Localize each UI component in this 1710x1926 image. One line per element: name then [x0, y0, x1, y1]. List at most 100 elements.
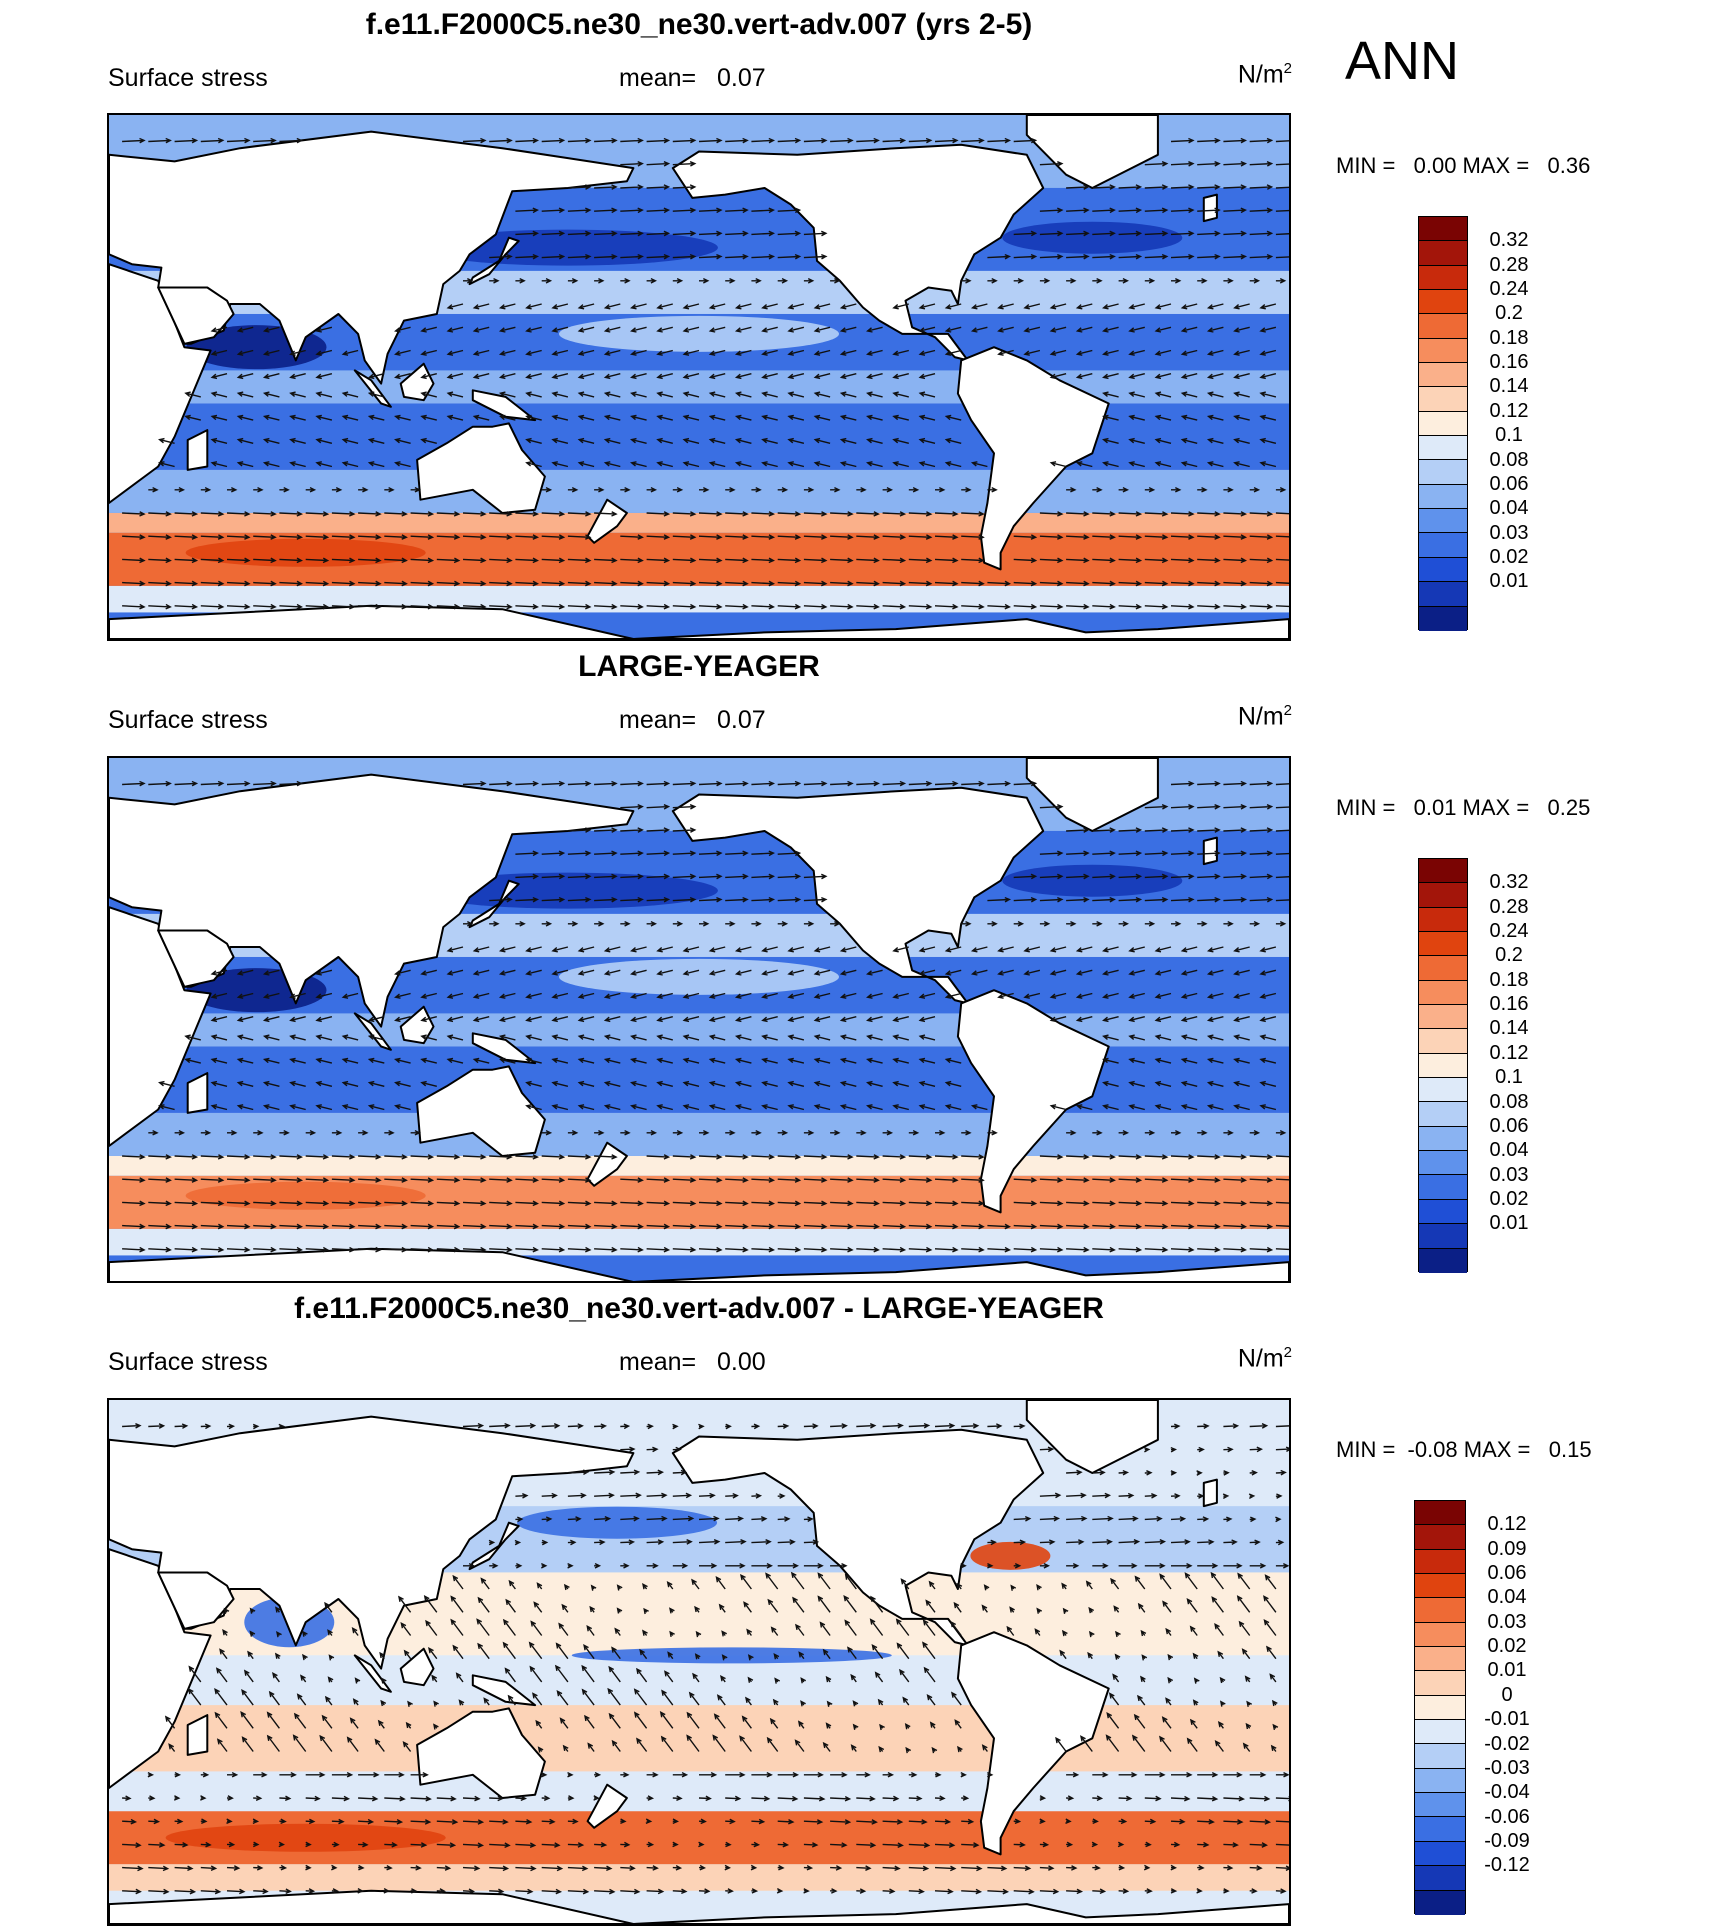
wind-vector-arrow: [452, 1574, 464, 1590]
wind-vector-arrow: [869, 1618, 884, 1636]
wind-vector-arrow: [1249, 580, 1274, 587]
wind-vector-arrow: [1223, 804, 1248, 810]
map-svg: [109, 758, 1289, 1281]
wind-vector-arrow: [892, 1104, 909, 1111]
wind-vector-arrow: [331, 486, 343, 493]
wind-vector-arrow: [1137, 1602, 1146, 1613]
wind-vector-arrow: [227, 1771, 239, 1778]
wind-vector-arrow: [541, 1795, 551, 1801]
wind-vector-arrow: [1275, 899, 1289, 902]
wind-vector-arrow: [462, 1819, 485, 1825]
wind-vector-arrow: [646, 896, 671, 903]
wind-vector-arrow: [1223, 161, 1248, 167]
wind-vector-arrow: [603, 373, 621, 380]
wind-vector-arrow: [462, 603, 487, 610]
wind-vector-arrow: [803, 896, 828, 903]
wind-vector-arrow: [633, 1688, 648, 1706]
wind-vector-arrow: [856, 1200, 880, 1207]
wind-vector-arrow: [803, 1771, 824, 1778]
stress-band-roaring-edge: [109, 512, 1289, 533]
wind-vector-arrow: [410, 534, 435, 540]
wind-vector-arrow: [603, 437, 621, 444]
wind-vector-arrow: [620, 896, 644, 903]
wind-vector-arrow: [1196, 1470, 1203, 1476]
wind-vector-arrow: [253, 1223, 277, 1230]
wind-vector-arrow: [219, 1648, 228, 1660]
wind-vector-arrow: [797, 1720, 805, 1729]
wind-vector-arrow: [1159, 1735, 1172, 1752]
wind-vector-arrow: [1118, 1223, 1143, 1230]
wind-vector-arrow: [148, 534, 172, 540]
wind-vector-arrow: [882, 580, 907, 587]
wind-vector-arrow: [489, 1154, 513, 1160]
wind-vector-arrow: [367, 1057, 385, 1064]
wind-vector-arrow: [262, 1016, 280, 1023]
wind-vector-arrow: [830, 1200, 854, 1207]
wind-vector-arrow: [813, 1057, 831, 1064]
wind-vector-arrow: [341, 1104, 359, 1111]
wind-vector-arrow: [1170, 207, 1195, 214]
wind-vector-arrow: [1275, 535, 1289, 538]
wind-vector-arrow: [603, 1057, 621, 1064]
wind-vector-arrow: [341, 1057, 359, 1064]
wind-vector-arrow: [331, 1818, 345, 1825]
wind-vector-arrow: [551, 326, 569, 333]
wind-vector-arrow: [331, 511, 356, 517]
wind-vector-arrow: [682, 969, 700, 976]
wind-vector-arrow: [839, 391, 857, 398]
wind-vector-arrow: [1206, 992, 1224, 999]
wind-vector-arrow: [541, 1492, 558, 1499]
wind-vector-arrow: [777, 277, 789, 284]
wind-vector-arrow: [1171, 277, 1182, 284]
wind-vector-arrow: [1013, 277, 1025, 284]
wind-vector-arrow: [289, 1104, 306, 1111]
wind-vector-arrow: [970, 326, 988, 333]
wind-vector-arrow: [525, 349, 542, 356]
wind-vector-arrow: [682, 391, 700, 398]
wind-vector-arrow: [305, 1864, 312, 1871]
wind-vector-arrow: [1170, 1864, 1177, 1871]
wind-vector-arrow: [892, 391, 909, 398]
wind-vector-arrow: [698, 603, 723, 610]
wind-vector-arrow: [672, 827, 697, 833]
wind-vector-arrow: [839, 992, 857, 999]
wind-vector-arrow: [436, 1842, 457, 1848]
wind-vector-arrow: [1197, 277, 1208, 284]
wind-vector-arrow: [1197, 1841, 1210, 1848]
wind-vector-arrow: [1140, 1675, 1146, 1683]
wind-vector-arrow: [698, 137, 723, 144]
wind-vector-arrow: [734, 1034, 752, 1041]
wind-vector-arrow: [822, 1648, 831, 1660]
variable-label-model: Surface stress: [108, 64, 268, 92]
wind-vector-arrow: [620, 1562, 630, 1569]
wind-vector-arrow: [866, 1034, 883, 1041]
wind-vector-arrow: [1206, 1104, 1224, 1111]
wind-vector-arrow: [777, 557, 802, 564]
wind-vector-arrow: [394, 1080, 411, 1087]
wind-vector-arrow: [630, 1080, 647, 1087]
wind-vector-arrow: [1197, 207, 1221, 214]
wind-vector-arrow: [274, 1652, 281, 1660]
wind-vector-arrow: [1066, 253, 1090, 260]
wind-vector-arrow: [1165, 1697, 1172, 1706]
wind-vector-arrow: [761, 373, 778, 380]
wind-vector-arrow: [928, 1580, 936, 1590]
wind-vector-arrow: [502, 1618, 516, 1636]
wind-vector-arrow: [1264, 1574, 1277, 1590]
wind-vector-arrow: [226, 1865, 241, 1871]
wind-vector-arrow: [1066, 1888, 1084, 1895]
wind-vector-arrow: [1039, 253, 1064, 260]
wind-vector-arrow: [594, 827, 618, 833]
wind-vector-arrow: [1144, 1129, 1156, 1136]
wind-vector-arrow: [498, 349, 516, 356]
wind-vector-arrow: [1066, 896, 1090, 903]
wind-vector-arrow: [603, 1104, 621, 1111]
wind-vector-arrow: [383, 1887, 390, 1894]
wind-vector-arrow: [892, 349, 909, 356]
wind-vector-arrow: [236, 391, 254, 398]
wind-vector-arrow: [830, 1246, 854, 1253]
wind-vector-arrow: [826, 1700, 833, 1707]
wind-vector-arrow: [480, 1577, 490, 1590]
wind-vector-arrow: [856, 580, 880, 587]
wind-vector-arrow: [1144, 557, 1169, 564]
